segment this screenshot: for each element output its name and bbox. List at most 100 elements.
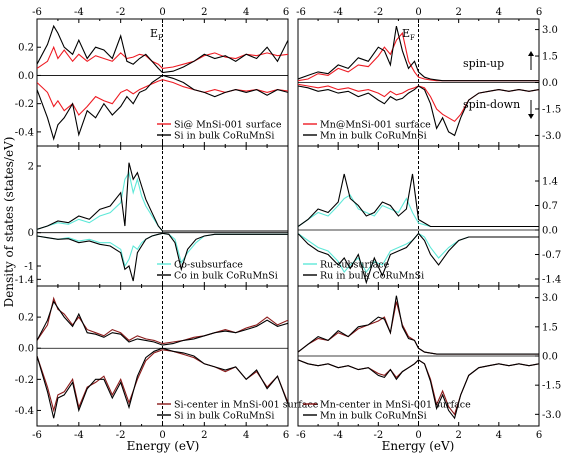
y-tick-label: -1.5 <box>542 381 561 392</box>
legend-label: Si@ MnSi-001 surface <box>174 120 282 131</box>
panel-bottom-right: -3.0 -1.5 0.0 1.5 3.0 -6 -4 -2 0 2 4 6 Mn-center in … <box>296 286 561 441</box>
y-tick-label: 0.0 <box>542 226 558 237</box>
x-tick-label: 6 <box>536 430 542 441</box>
spin-up-label: spin-up <box>463 57 504 70</box>
y-tick-label: 3.0 <box>542 293 558 304</box>
y-tick-label: 1.5 <box>542 52 558 63</box>
panel-middle-left-plot <box>37 146 288 286</box>
x-tick-label: 6 <box>536 7 542 18</box>
legend-label: Si in bulk CoRuMnSi <box>174 131 274 142</box>
x-tick-label: -4 <box>333 7 343 18</box>
legend-label: Si-center in MnSi-001 surface <box>174 400 319 411</box>
y-tick-label: 0.2 <box>18 43 34 54</box>
x-tick-label: -4 <box>74 430 84 441</box>
panel-bottom-left: -0.4 -0.2 0.0 0.2 -6 -4 -2 0 2 4 6 Si-center in MnS… <box>15 286 319 441</box>
x-tick-label: -6 <box>32 7 42 18</box>
series-2-down-line <box>37 347 288 419</box>
x-tick-label: -2 <box>116 7 126 18</box>
y-tick-label: 1.5 <box>542 322 558 333</box>
y-tick-label: 0.0 <box>18 71 34 82</box>
series-2-up-line <box>37 24 288 74</box>
series-2-up-line <box>298 295 539 355</box>
y-tick-label: 0.0 <box>542 352 558 363</box>
panel-middle-right-plot <box>298 146 539 286</box>
series-2-down-line <box>298 359 539 420</box>
x-tick-label: 4 <box>243 7 249 18</box>
legend-label: Si in bulk CoRuMnSi <box>174 411 274 422</box>
fermi-label-left: EF <box>150 27 163 42</box>
fermi-label-right: EF <box>402 27 415 42</box>
x-tick-label: -2 <box>373 430 383 441</box>
spin-down-arrow <box>528 100 534 119</box>
y-tick-label: 0.7 <box>542 201 558 212</box>
y-tick-label: 3.0 <box>542 25 558 36</box>
panel-bottom-left-plot <box>37 286 288 426</box>
panel-frames <box>36 18 540 427</box>
x-tick-label: 0 <box>159 7 165 18</box>
y-tick-label: 0.0 <box>542 78 558 89</box>
legend-label: Co-subsurface <box>174 260 243 271</box>
y-tick-label: -1.4 <box>542 275 561 286</box>
y-tick-label: 1.4 <box>542 177 558 188</box>
legend-label: Mn in bulk CoRuMnSi <box>320 131 427 142</box>
panel-top-left: -0.4 -0.2 0.0 0.2 -6 -4 -2 0 2 4 6 Si@ MnSi-001 sur… <box>15 7 289 146</box>
x-tick-label: -2 <box>373 7 383 18</box>
panel-bottom-right-plot <box>298 286 539 426</box>
y-tick-label: -0.2 <box>15 375 34 386</box>
plot-layer: -0.4 -0.2 0.0 0.2 -6 -4 -2 0 2 4 6 Si@ MnSi-001 sur… <box>15 7 562 441</box>
series-2-up-line <box>37 162 288 232</box>
y-tick-label: -1 <box>24 262 34 273</box>
series-2-up-line <box>298 173 539 228</box>
y-tick-label: -0.2 <box>15 99 34 110</box>
series-1-up-line <box>37 45 288 69</box>
x-tick-label: -2 <box>116 430 126 441</box>
x-tick-label: 2 <box>201 7 207 18</box>
x-tick-label: 2 <box>201 430 207 441</box>
x-tick-label: 4 <box>243 430 249 441</box>
y-tick-label: -3.0 <box>542 410 561 421</box>
y-tick-label: -3.0 <box>542 131 561 142</box>
y-axis-label: Density of states (states/eV) <box>2 137 16 308</box>
x-tick-label: 4 <box>496 430 502 441</box>
y-tick-label: 0.0 <box>18 344 34 355</box>
series-2-down-line <box>37 232 288 282</box>
x-tick-label: 2 <box>455 430 461 441</box>
y-tick-label: -0.4 <box>15 127 34 138</box>
x-tick-label: 6 <box>283 7 289 18</box>
legend-label: Ru-subsurface <box>320 260 390 271</box>
x-tick-label: 0 <box>159 430 165 441</box>
legend-label: Ru in bulk CoRuMnSi <box>320 271 424 282</box>
x-tick-label: 0 <box>415 430 421 441</box>
x-axis-label: Energy (eV) <box>127 439 200 453</box>
x-axis-label-right: Energy (eV) <box>382 439 455 453</box>
x-tick-label: 0 <box>415 7 421 18</box>
panel-top-left-plot <box>37 19 288 146</box>
series-2-up-line <box>37 300 288 346</box>
panel-top-right-plot <box>298 19 539 146</box>
x-tick-label: 2 <box>455 7 461 18</box>
series-2-down-line <box>298 232 539 285</box>
y-tick-label: -0.4 <box>15 406 34 417</box>
x-tick-label: 4 <box>496 7 502 18</box>
legend-label: Mn-center in MnSi-001 surface <box>320 400 471 411</box>
y-tick-label: 0.2 <box>18 313 34 324</box>
series-2-down-line <box>37 74 288 141</box>
panel-top-right: -3.0 -1.5 0.0 1.5 3.0 -6 -4 -2 0 2 4 6 Mn@MnSi-001 s… <box>296 7 561 146</box>
y-tick-label: 2 <box>28 162 34 173</box>
series-2-down-line <box>298 85 539 137</box>
y-tick-label: 0 <box>28 228 34 239</box>
spin-down-label: spin-down <box>463 98 520 111</box>
y-tick-label: -1.4 <box>15 275 34 286</box>
legend-label: Co in bulk CoRuMnSi <box>174 271 278 282</box>
series-2-up-line <box>298 25 539 82</box>
x-tick-label: -4 <box>333 430 343 441</box>
x-tick-label: -4 <box>74 7 84 18</box>
legend-label: Mn@MnSi-001 surface <box>320 120 431 131</box>
x-tick-label: -6 <box>296 430 306 441</box>
spin-up-arrow <box>528 51 534 70</box>
x-tick-label: 6 <box>283 430 289 441</box>
legend-label: Mn in bulk CoRuMnSi <box>320 411 427 422</box>
